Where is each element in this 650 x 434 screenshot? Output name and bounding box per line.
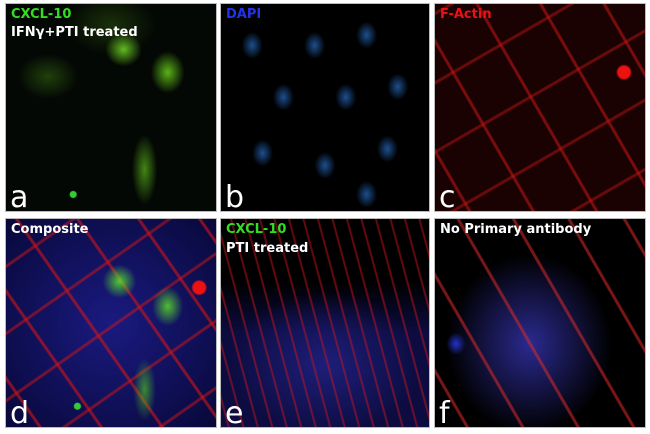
panel-label: F-Actin xyxy=(440,7,492,22)
panel-letter: e xyxy=(225,396,244,428)
panel-label: Composite xyxy=(11,222,89,237)
panel-letter: b xyxy=(225,180,245,212)
panel-label: CXCL-10 xyxy=(11,7,72,22)
panel-b-dapi: DAPI b xyxy=(220,3,430,212)
panel-letter: c xyxy=(439,180,456,212)
panel-c-f-actin: F-Actin c xyxy=(434,3,646,212)
panel-label: CXCL-10 xyxy=(226,222,287,237)
panel-e-cxcl10-pti: CXCL-10 PTI treated e xyxy=(220,218,430,428)
panel-sublabel: IFNγ+PTI treated xyxy=(11,25,138,40)
panel-label: No Primary antibody xyxy=(440,222,592,237)
panel-a-cxcl10-ifng-pti: CXCL-10 IFNγ+PTI treated a xyxy=(5,3,217,212)
panel-letter: f xyxy=(439,396,450,428)
panel-d-composite: Composite d xyxy=(5,218,217,428)
panel-f-no-primary: No Primary antibody f xyxy=(434,218,646,428)
panel-letter: d xyxy=(10,396,30,428)
panel-label: DAPI xyxy=(226,7,262,22)
panel-letter: a xyxy=(10,180,29,212)
panel-sublabel: PTI treated xyxy=(226,241,309,256)
